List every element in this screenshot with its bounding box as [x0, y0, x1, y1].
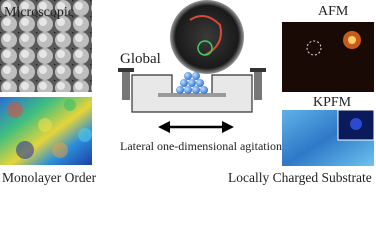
- agitation-label: Lateral one-dimensional agitation: [120, 139, 282, 153]
- monolayer-texture: [7, 99, 92, 159]
- afm-label: AFM: [318, 4, 349, 19]
- afm-marker: [306, 40, 322, 56]
- kpfm-label: KPFM: [313, 95, 352, 110]
- monolayer-label: Monolayer Order: [2, 170, 97, 185]
- microscopic-image: [0, 0, 92, 92]
- kpfm-inset-spot: [350, 118, 362, 130]
- agitation-arrow: [158, 121, 234, 133]
- substrate-label: Locally Charged Substrate: [228, 170, 372, 185]
- photo-marker: [197, 40, 213, 56]
- global-photo: [170, 0, 244, 74]
- afm-spot-core: [348, 36, 356, 44]
- microscopic-label: Microscopic: [4, 5, 74, 20]
- graphical-abstract: Microscopic Monolayer Order Global Later…: [0, 0, 375, 185]
- afm-image: [282, 22, 374, 92]
- bead-pile: [176, 72, 208, 94]
- photo-trace: [189, 15, 222, 56]
- apparatus: [118, 68, 266, 113]
- global-label: Global: [120, 51, 161, 67]
